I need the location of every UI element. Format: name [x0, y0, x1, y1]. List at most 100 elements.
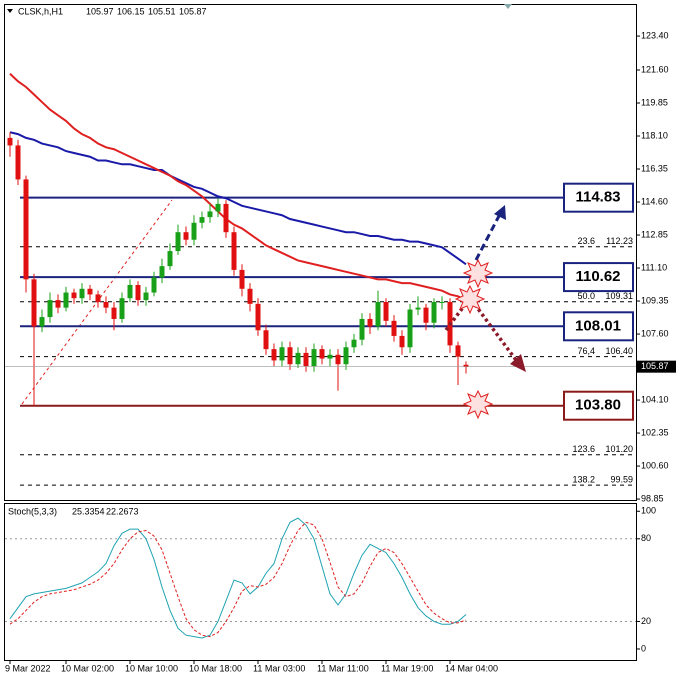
level-box	[563, 262, 634, 293]
stoch-frame	[4, 503, 637, 661]
candle-body	[359, 318, 365, 340]
candle-body	[399, 335, 405, 348]
stoch-title: Stoch(5,3,3)	[8, 506, 57, 516]
candle-body	[431, 301, 437, 323]
candle-body	[159, 266, 165, 278]
candle-body	[15, 145, 21, 180]
y-tick-label: 100.60	[641, 460, 669, 470]
stoch-signal-value: 22.2673	[106, 506, 139, 516]
candle-body	[175, 232, 181, 252]
ohlc-open: 105.97	[86, 6, 114, 16]
x-tick-label: 9 Mar 2022	[5, 663, 51, 673]
level-box	[563, 390, 634, 421]
burst	[454, 284, 486, 315]
stoch-main	[9, 517, 467, 639]
y-tick-label: 98.85	[641, 493, 664, 503]
up-arrow-line	[474, 213, 502, 261]
moving-average	[9, 73, 467, 301]
stoch-main-value: 25.3354	[72, 506, 105, 516]
y-tick-label: 111.10	[641, 262, 667, 272]
level-label: 103.80	[575, 397, 621, 414]
candle-body	[7, 137, 13, 146]
x-tick-label: 11 Mar 19:00	[381, 663, 433, 673]
fib-value: 106.40	[605, 346, 633, 356]
y-tick-label: 80	[641, 533, 651, 543]
current-price-label: 105.87	[641, 361, 669, 371]
fib-ratio: 76,4	[577, 346, 595, 356]
candle-body	[199, 217, 205, 223]
candle-body	[215, 203, 221, 212]
candle-body	[271, 349, 277, 361]
y-tick-label: 121.60	[641, 64, 669, 74]
y-tick-label: 100	[641, 506, 656, 516]
y-tick-label: 118.10	[641, 130, 668, 140]
candle-body	[247, 288, 253, 304]
fib-value: 109.31	[605, 291, 633, 301]
candle-body	[47, 300, 53, 318]
candle-body	[31, 279, 37, 327]
fib-trend-line	[21, 199, 173, 405]
candle-body	[415, 307, 421, 310]
candle-body	[231, 232, 237, 270]
fib-ratio: 123.6	[572, 444, 595, 454]
candle-body	[95, 294, 101, 302]
level-label: 110.62	[575, 268, 620, 285]
candle-body	[223, 203, 229, 233]
candle-body	[127, 285, 133, 299]
candle-body	[439, 301, 445, 303]
y-tick-label: 102.35	[641, 427, 669, 437]
candle-body	[71, 292, 77, 299]
candle-body	[375, 301, 381, 327]
symbol-title: CLSK,h,H1	[18, 6, 63, 16]
candle-body	[87, 288, 93, 295]
candle-body	[351, 339, 357, 348]
y-tick-label: 0	[641, 643, 646, 653]
level-label: 108.01	[575, 317, 621, 334]
menu-triangle	[7, 9, 13, 13]
shift-marker	[504, 4, 512, 9]
candle-body	[63, 292, 69, 308]
ohlc-low: 105.51	[148, 6, 176, 16]
candle-body	[383, 301, 389, 321]
y-tick-label: 116.35	[641, 163, 668, 173]
candle-body	[455, 345, 461, 357]
candle-body	[207, 211, 213, 218]
x-tick-label: 11 Mar 03:00	[253, 663, 305, 673]
y-tick-label: 119.85	[641, 97, 668, 107]
candle-body	[239, 269, 245, 289]
candle-body	[391, 320, 397, 336]
x-tick-label: 14 Mar 04:00	[445, 663, 498, 673]
x-tick-label: 11 Mar 11:00	[317, 663, 369, 673]
candle-body	[23, 179, 29, 280]
candle-body	[295, 352, 301, 365]
y-tick-label: 112.85	[641, 229, 668, 239]
candle-body	[327, 354, 333, 359]
moving-average	[9, 131, 467, 266]
x-tick-label: 10 Mar 18:00	[189, 663, 242, 673]
level-label: 114.83	[575, 189, 620, 206]
candle-body	[151, 277, 157, 293]
y-tick-label: 20	[641, 616, 651, 626]
candle-body	[191, 222, 197, 240]
candle-body	[335, 354, 341, 365]
down-arrow-head	[510, 354, 526, 372]
y-tick-label: 114.60	[641, 196, 668, 206]
fib-ratio: 138.2	[572, 474, 595, 484]
annotations	[444, 205, 526, 420]
candle-body	[143, 292, 149, 301]
down-arrow-line	[444, 295, 518, 362]
y-tick-label: 107.60	[641, 328, 669, 338]
burst	[462, 389, 494, 420]
candle-body	[167, 251, 173, 267]
candle-body	[263, 330, 269, 350]
candle-body	[119, 298, 125, 319]
up-arrow-head	[494, 205, 506, 220]
candle-body	[279, 347, 285, 361]
candle-body	[135, 285, 141, 301]
candle-body	[183, 232, 189, 240]
fib-ratio: 23.6	[577, 236, 595, 246]
ohlc-close: 105.87	[179, 6, 207, 16]
current-price-box	[637, 360, 676, 373]
level-box	[563, 182, 634, 213]
